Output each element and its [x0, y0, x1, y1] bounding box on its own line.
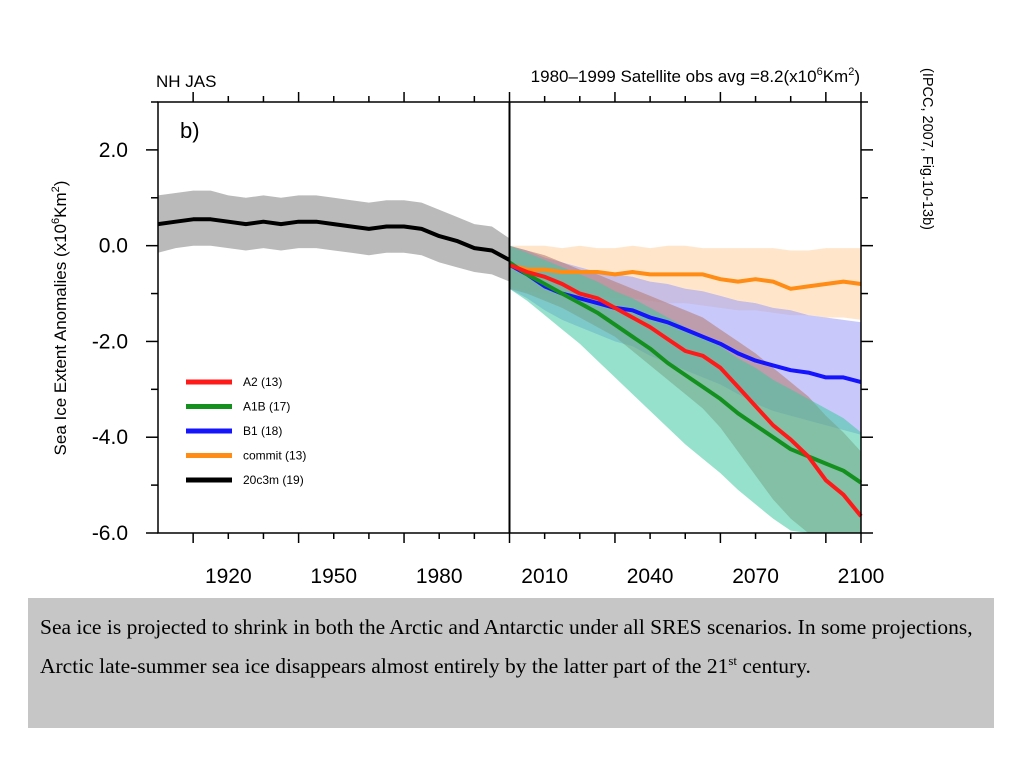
legend-label-b1-18: B1 (18)	[243, 424, 282, 438]
axis-ticks	[146, 92, 873, 543]
legend: A2 (13) A1B (17) B1 (18) commit (13) 20c3m (…	[186, 375, 306, 487]
season-label: NH JAS	[156, 72, 216, 91]
line-commit-13	[508, 262, 862, 291]
y-tick-label: -2.0	[92, 330, 128, 353]
line-a1b-17	[508, 260, 863, 485]
band-20c3m-19	[158, 190, 510, 282]
line-20c3m-19	[157, 217, 511, 262]
x-tick-label: 2070	[732, 565, 779, 588]
x-tick-label: 2010	[521, 565, 568, 588]
caption-superscript: st	[728, 653, 738, 668]
x-tick-label: 2040	[627, 565, 674, 588]
legend-label-commit-13: commit (13)	[243, 449, 306, 463]
x-tick-label: 1980	[416, 565, 463, 588]
series-lines	[157, 217, 863, 518]
x-tick-label: 1950	[310, 565, 357, 588]
source-note: (IPCC, 2007, Fig.10-13b)	[919, 68, 935, 230]
y-tick-label: 0.0	[99, 235, 128, 258]
legend-label-a2-13: A2 (13)	[243, 375, 282, 389]
x-tick-label: 1920	[205, 565, 252, 588]
band-a1b-17	[509, 245, 861, 533]
caption-text: Sea ice is projected to shrink in both t…	[40, 615, 973, 678]
caption-box: Sea ice is projected to shrink in both t…	[28, 598, 994, 728]
y-tick-label: -4.0	[92, 426, 128, 449]
panel-label: b)	[180, 118, 200, 143]
sea-ice-chart: 1920 1950 1980 2010 2040 2070 2100 2.0 0.0 -2.0 -4…	[50, 66, 935, 588]
y-axis-label: Sea Ice Extent Anomalies (x106Km2)	[50, 181, 70, 456]
legend-label-20c3m-19: 20c3m (19)	[243, 473, 304, 487]
chart-title-right: 1980–1999 Satellite obs avg =8.2(x106Km2…	[531, 66, 860, 86]
tick-labels: 1920 1950 1980 2010 2040 2070 2100 2.0 0.0 -2.0 -4…	[92, 139, 885, 588]
x-tick-label: 2100	[838, 565, 885, 588]
legend-label-a1b-17: A1B (17)	[243, 400, 290, 414]
y-tick-label: 2.0	[99, 139, 128, 162]
uncertainty-bands	[158, 190, 861, 533]
caption-text-end: century.	[737, 654, 811, 678]
y-tick-label: -6.0	[92, 522, 128, 545]
line-a2-13	[508, 262, 863, 518]
band-commit-13	[509, 245, 861, 320]
